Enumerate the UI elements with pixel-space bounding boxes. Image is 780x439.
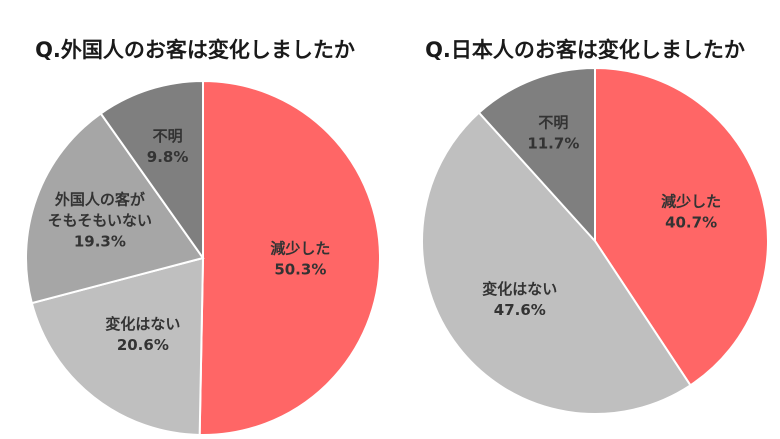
pie-slice: [25, 112, 205, 305]
chart-japanese-customers: Q.日本人のお客は変化しましたか 減少した 40.7% 変化はない 47.6% 不明 11…: [390, 0, 780, 439]
chart-title: Q.外国人のお客は変化しましたか: [35, 38, 355, 62]
chart-foreign-customers: Q.外国人のお客は変化しましたか 減少した 50.3% 変化はない 20.6% 外国人の…: [25, 38, 381, 436]
slice-category-label: 変化はない: [482, 280, 557, 298]
slice-category-label: 変化はない: [105, 315, 180, 333]
slice-category-label: 外国人の客が: [54, 191, 146, 209]
slice-value-label: 47.6%: [494, 301, 546, 319]
pie-slice: [30, 256, 205, 436]
pie-slice: [477, 66, 596, 244]
slice-category-label: そもそもいない: [48, 212, 152, 230]
slice-category-label: 減少した: [661, 193, 721, 211]
pie-slice: [421, 111, 692, 415]
pie-slice: [198, 79, 381, 436]
slice-category-label: 減少した: [270, 239, 330, 257]
pie-slice: [99, 79, 204, 262]
slice-value-label: 19.3%: [74, 233, 126, 251]
slice-value-label: 40.7%: [665, 214, 717, 232]
slice-category-label: 不明: [538, 113, 568, 131]
chart-title: Q.日本人のお客は変化しましたか: [425, 38, 745, 62]
slice-value-label: 50.3%: [274, 260, 326, 278]
slice-value-label: 20.6%: [117, 336, 169, 354]
pie-chart-svg: 減少した 40.7% 変化はない 47.6% 不明 11.7%: [421, 66, 769, 415]
slice-value-label: 11.7%: [527, 134, 579, 152]
slice-value-label: 9.8%: [147, 148, 189, 166]
slice-category-label: 不明: [153, 127, 183, 145]
